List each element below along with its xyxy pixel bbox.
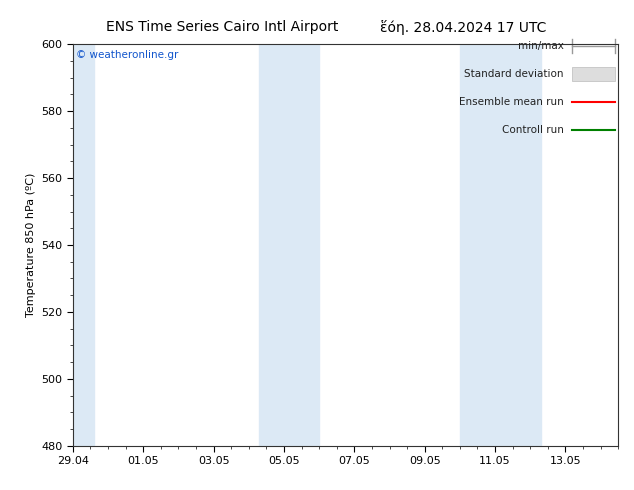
Bar [460,44,541,446]
Bar [66,44,94,446]
Text: Ensemble mean run: Ensemble mean run [459,98,564,107]
Bar [259,44,319,446]
Text: ENS Time Series Cairo Intl Airport: ENS Time Series Cairo Intl Airport [106,20,338,34]
Text: Controll run: Controll run [501,125,564,136]
Text: © weatheronline.gr: © weatheronline.gr [75,50,178,60]
Y-axis label: Temperature 850 hPa (ºC): Temperature 850 hPa (ºC) [26,173,36,317]
FancyBboxPatch shape [572,67,616,81]
Text: ἕόη. 28.04.2024 17 UTC: ἕόη. 28.04.2024 17 UTC [380,20,546,35]
Text: min/max: min/max [518,41,564,51]
Text: Standard deviation: Standard deviation [464,69,564,79]
